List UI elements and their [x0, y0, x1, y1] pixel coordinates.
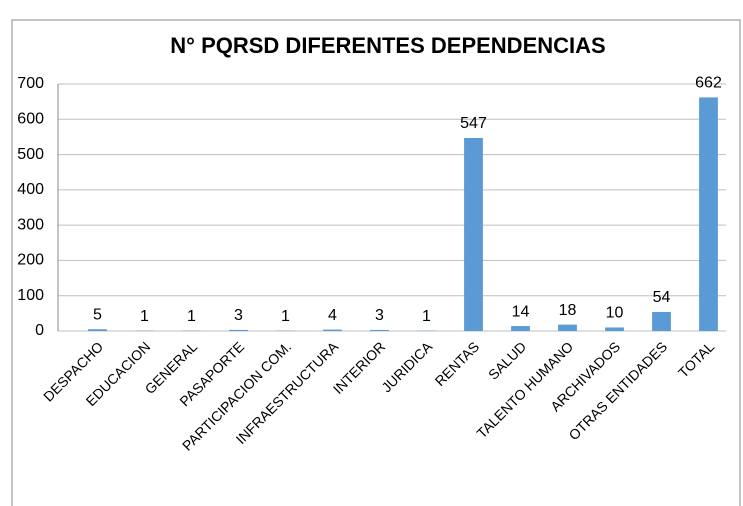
data-label: 10	[606, 305, 624, 322]
bar	[558, 324, 577, 331]
y-tick-label: 200	[17, 252, 44, 269]
y-tick-label: 300	[17, 216, 44, 233]
data-label: 662	[695, 75, 722, 92]
bar	[323, 329, 342, 331]
y-tick-label: 100	[17, 287, 44, 304]
bar	[699, 97, 718, 331]
data-label: 3	[234, 307, 243, 324]
data-label: 54	[653, 289, 671, 306]
chart-border	[11, 19, 741, 506]
bar	[605, 327, 624, 331]
bar	[652, 311, 671, 331]
data-label: 14	[512, 303, 530, 320]
data-label: 1	[422, 308, 431, 325]
y-tick-label: 600	[17, 111, 44, 128]
y-tick-label: 700	[17, 75, 44, 92]
data-label: 1	[281, 308, 290, 325]
data-label: 547	[460, 115, 487, 132]
bar	[511, 326, 530, 331]
data-label: 5	[93, 306, 102, 323]
data-label: 18	[559, 302, 577, 319]
bar	[88, 329, 107, 331]
data-label: 4	[328, 307, 337, 324]
bar	[370, 329, 389, 331]
data-label: 3	[375, 307, 384, 324]
chart-title: N° PQRSD DIFERENTES DEPENDENCIAS	[170, 33, 605, 58]
bar	[229, 329, 248, 331]
y-tick-label: 0	[35, 322, 44, 339]
data-label: 1	[140, 308, 149, 325]
y-tick-label: 500	[17, 146, 44, 163]
y-tick-label: 400	[17, 181, 44, 198]
bar	[464, 137, 483, 331]
data-label: 1	[187, 308, 196, 325]
